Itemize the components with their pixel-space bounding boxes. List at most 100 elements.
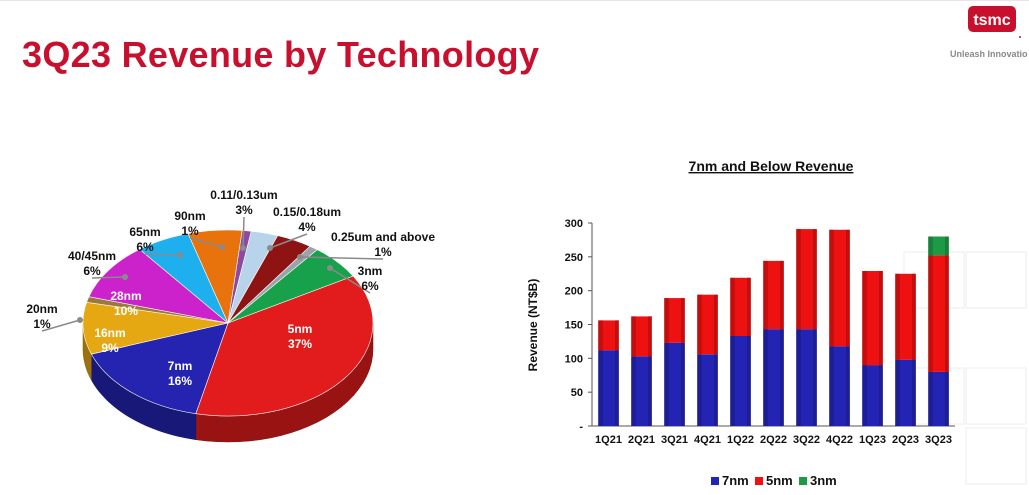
pie-pct-16nm: 9% xyxy=(101,341,119,355)
bar-segment-shade xyxy=(763,260,768,330)
bar-3nm-3q23 xyxy=(928,236,949,256)
bar-5nm-4q22 xyxy=(829,229,850,347)
x-tick-label-1q21: 1Q21 xyxy=(595,434,622,446)
pie-leader-90nm xyxy=(189,237,223,248)
pie-leader-dot-40-45nm xyxy=(122,274,128,280)
bar-segment-shade xyxy=(862,271,867,366)
bar-segment-shade xyxy=(945,236,949,256)
bar-segment-shade xyxy=(945,255,949,372)
bar-segment xyxy=(928,371,949,426)
bar-segment xyxy=(895,359,916,426)
bar-segment xyxy=(796,329,817,426)
bar-chart: 7nm and Below Revenue Revenue (NT$B) - 50 10… xyxy=(526,158,955,488)
pie-label-90nm: 90nm xyxy=(174,209,205,223)
pie-pct-65nm: 6% xyxy=(136,240,154,254)
bar-5nm-2q22 xyxy=(763,260,784,330)
pie-pct-90nm: 1% xyxy=(181,224,199,238)
bar-segment-shade xyxy=(928,255,933,372)
bar-segment xyxy=(697,354,718,426)
y-tick-label: 50 xyxy=(571,387,583,399)
bar-5nm-3q21 xyxy=(664,298,685,343)
bar-segment-shade xyxy=(714,354,718,426)
bar-segment-shade xyxy=(664,342,669,426)
legend-swatch-5nm xyxy=(755,477,763,485)
pie-pct-7nm: 16% xyxy=(168,374,192,388)
pie-leader-0-15-0-18um xyxy=(269,233,308,249)
pie-leader-dot-90nm xyxy=(219,244,225,250)
bar-segment xyxy=(829,229,850,347)
bar-segment-shade xyxy=(879,271,883,366)
pie-leader-dot-0-25um-and-above xyxy=(297,254,303,260)
bar-segment xyxy=(862,365,883,426)
bar-7nm-2q23 xyxy=(895,359,916,426)
pie-leader-0-11-0-13um xyxy=(242,216,245,249)
bar-5nm-1q21 xyxy=(598,320,619,351)
bar-segment-shade xyxy=(648,316,652,357)
bar-segment-shade xyxy=(681,342,685,426)
bar-segment-shade xyxy=(796,329,801,426)
pie-slice-16nm xyxy=(82,301,229,355)
bar-5nm-2q23 xyxy=(895,273,916,360)
bar-segment-shade xyxy=(928,236,933,256)
bar-7nm-3q21 xyxy=(664,342,685,426)
pie-label-0-25um-and-above: 0.25um and above xyxy=(331,230,435,244)
y-tick-label: 300 xyxy=(565,218,583,230)
bar-7nm-3q23 xyxy=(928,371,949,426)
pie-label-16nm: 16nm xyxy=(94,326,125,340)
pie-label-5nm: 5nm xyxy=(288,322,313,336)
bar-segment xyxy=(895,273,916,360)
x-tick-label-4q22: 4Q22 xyxy=(826,434,853,446)
bar-segment-shade xyxy=(681,298,685,343)
pie-labels: 5nm37%7nm16%16nm9%28nm10%20nm1%40/45nm6%… xyxy=(26,188,435,388)
legend-label-3nm: 3nm xyxy=(810,473,837,488)
bar-segment xyxy=(763,329,784,426)
x-tick-label-3q23: 3Q23 xyxy=(925,434,952,446)
y-tick-label: - xyxy=(579,421,583,433)
bar-segment xyxy=(598,350,619,426)
bar-segment-shade xyxy=(780,329,784,426)
top-rule xyxy=(0,0,1029,1)
pie-leader-dot-3nm xyxy=(327,265,333,271)
bar-5nm-1q22 xyxy=(730,277,751,336)
pie-slice-5nm xyxy=(195,275,374,417)
pie-pct-20nm: 1% xyxy=(33,317,51,331)
bar-segment-shade xyxy=(829,229,834,347)
bar-segment-shade xyxy=(879,365,883,426)
pie-slice-7nm xyxy=(90,322,229,415)
pie-label-28nm: 28nm xyxy=(110,289,141,303)
x-tick-label-1q23: 1Q23 xyxy=(859,434,886,446)
bar-segment xyxy=(763,260,784,330)
pie-leader-20nm xyxy=(41,319,81,332)
legend-swatch-7nm xyxy=(711,477,719,485)
pie-leader-40-45nm xyxy=(91,276,126,279)
bar-segment-shade xyxy=(862,365,867,426)
bar-segment-shade xyxy=(648,356,652,426)
x-tick-label-3q22: 3Q22 xyxy=(793,434,820,446)
bar-segment xyxy=(730,336,751,426)
legend-label-7nm: 7nm xyxy=(722,473,749,488)
y-axis-label: Revenue (NT$B) xyxy=(526,279,540,372)
bar-segment-shade xyxy=(928,371,933,426)
bar-segment-shade xyxy=(813,229,817,330)
bars xyxy=(598,229,949,426)
y-tick-label: 200 xyxy=(565,286,583,298)
x-tick-label-2q22: 2Q22 xyxy=(760,434,787,446)
bar-segment-shade xyxy=(813,329,817,426)
tagline: Unleash Innovatio xyxy=(950,49,1028,59)
pie-label-3nm: 3nm xyxy=(358,264,383,278)
pie-label-7nm: 7nm xyxy=(168,359,193,373)
legend: 7nm 5nm 3nm xyxy=(711,473,837,488)
y-tick-label: 250 xyxy=(565,252,583,264)
pie-pct-5nm: 37% xyxy=(288,337,312,351)
y-tick-label: 100 xyxy=(565,353,583,365)
bar-segment-shade xyxy=(598,350,603,426)
bar-segment xyxy=(862,271,883,366)
pie-leader-dot-65nm xyxy=(177,252,183,258)
bar-5nm-3q22 xyxy=(796,229,817,330)
logo-text: tsmc xyxy=(973,12,1010,29)
bar-segment-shade xyxy=(631,316,636,357)
bar-segment-shade xyxy=(829,346,834,426)
bar-segment-shade xyxy=(747,336,751,426)
bar-segment xyxy=(928,236,949,256)
bar-segment-shade xyxy=(912,359,916,426)
